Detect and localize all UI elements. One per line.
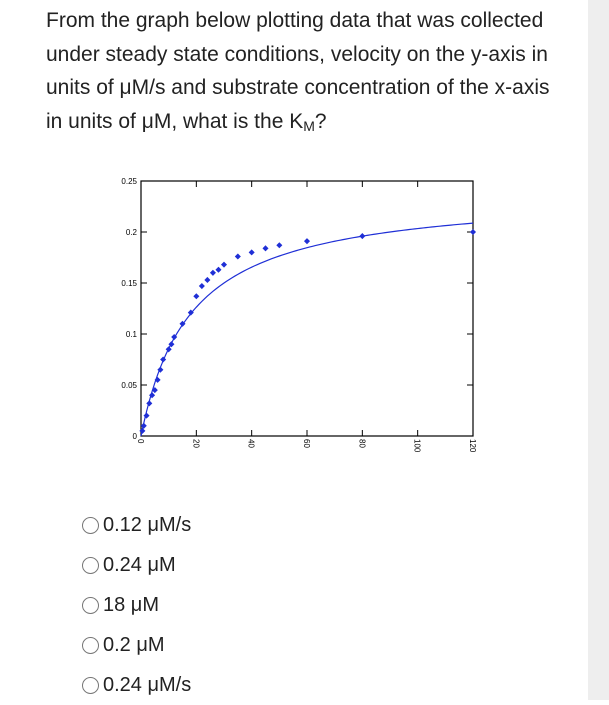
data-point	[168, 341, 175, 348]
question-mark: ?	[314, 109, 327, 133]
plot-frame	[140, 180, 474, 437]
fit-curve	[140, 222, 474, 437]
data-point	[143, 412, 150, 419]
choice-0-12-um-per-s[interactable]: 0.12 μM/s	[82, 505, 191, 545]
data-point	[149, 392, 156, 399]
data-point	[220, 261, 228, 268]
km-subscript: M	[303, 117, 315, 134]
page-edge	[588, 0, 609, 700]
data-point	[204, 276, 211, 283]
choice-label: 0.24 μM/s	[103, 673, 192, 696]
data-point	[157, 366, 164, 373]
data-point	[248, 249, 255, 256]
radio-button-icon[interactable]	[82, 596, 99, 614]
x-tick-label: 0	[136, 439, 145, 444]
data-point	[187, 309, 194, 316]
radio-button-icon[interactable]	[82, 636, 99, 654]
y-tick-label: 0.2	[126, 228, 138, 237]
data-point	[165, 346, 172, 353]
y-tick-label: 0.05	[121, 381, 137, 390]
data-point	[179, 320, 186, 327]
data-point	[146, 400, 153, 407]
data-point	[171, 334, 178, 341]
data-point	[160, 356, 167, 363]
choice-18-um[interactable]: 18 μM	[82, 585, 191, 625]
choice-0-24-um[interactable]: 0.24 μM	[82, 545, 191, 585]
velocity-substrate-chart: 0 20 40 60 80 100 120 0 0.05 0.1 0.15 0.2 0.25	[121, 177, 477, 453]
x-tick-label: 40	[247, 439, 256, 448]
choice-0-2-um[interactable]: 0.2 μM	[82, 625, 191, 665]
y-tick-label: 0.15	[121, 279, 137, 288]
data-point	[209, 269, 216, 276]
radio-button-icon[interactable]	[82, 556, 99, 574]
x-tick-label: 120	[468, 439, 477, 453]
data-point	[262, 245, 269, 252]
data-point	[234, 253, 241, 260]
page: From the graph below plotting data that …	[46, 4, 566, 696]
data-point	[303, 238, 311, 245]
data-point	[276, 242, 283, 249]
radio-button-icon[interactable]	[82, 676, 99, 694]
question-text: From the graph below plotting data that …	[46, 4, 566, 143]
choice-label: 0.12 μM/s	[103, 513, 192, 536]
y-tick-label: 0	[133, 432, 138, 441]
choice-0-24-um-per-s[interactable]: 0.24 μM/s	[82, 665, 191, 705]
y-tick-label: 0.25	[121, 177, 137, 186]
choice-label: 18 μM	[103, 593, 159, 616]
data-point	[198, 283, 205, 290]
choice-label: 0.2 μM	[103, 633, 165, 656]
question-text-main: From the graph below plotting data that …	[46, 9, 550, 133]
data-point	[469, 228, 477, 236]
choice-label: 0.24 μM	[103, 553, 176, 576]
x-tick-label: 100	[413, 439, 422, 453]
data-point	[154, 376, 161, 383]
y-tick-label: 0.1	[126, 330, 138, 339]
data-point	[151, 387, 158, 394]
x-tick-label: 60	[302, 439, 311, 448]
data-point	[193, 293, 200, 300]
data-point	[359, 233, 366, 240]
x-tick-label: 80	[357, 439, 366, 448]
x-tick-label: 20	[191, 439, 200, 448]
data-point	[140, 422, 147, 429]
radio-button-icon[interactable]	[82, 516, 99, 534]
data-point	[139, 427, 146, 434]
data-point	[215, 266, 222, 273]
answer-choices: 0.12 μM/s 0.24 μM 18 μM 0.2 μM 0.24 μM/s	[82, 505, 191, 705]
